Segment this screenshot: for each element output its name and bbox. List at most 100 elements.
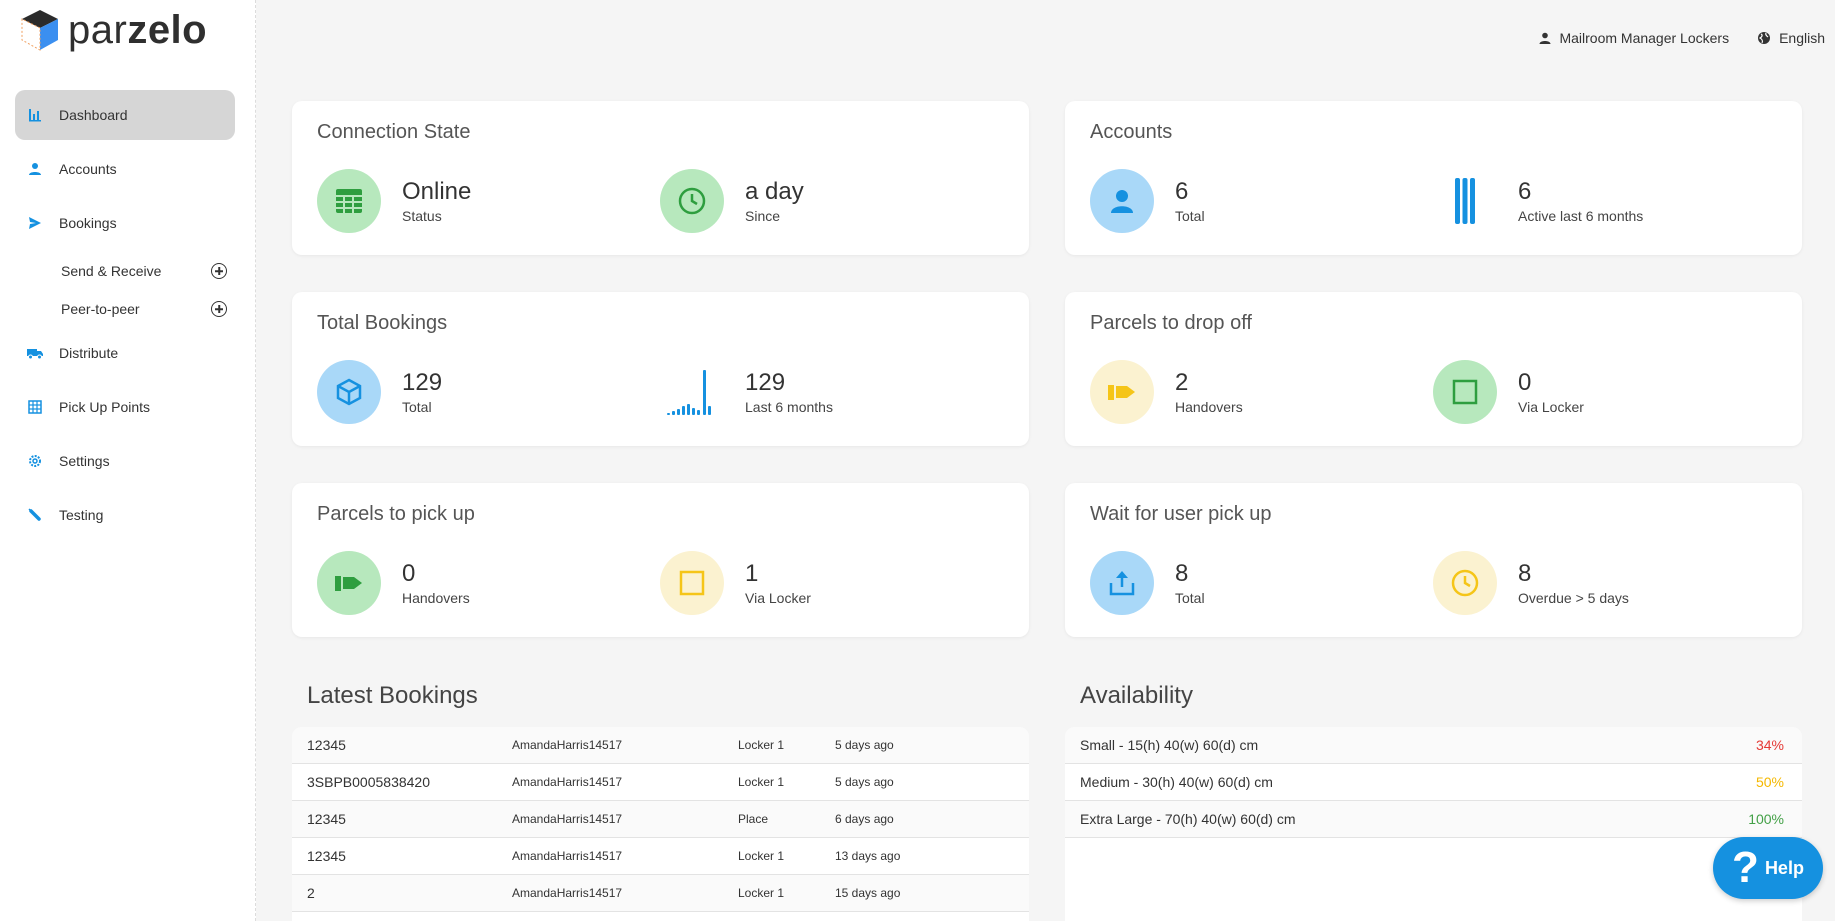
drop-off-handovers-label: Handovers	[1175, 399, 1243, 415]
accounts-total-stat: 6 Total	[1090, 169, 1205, 233]
sidebar-item-distribute[interactable]: Distribute	[15, 328, 235, 378]
sidebar-item-label: Pick Up Points	[59, 399, 151, 415]
table-row[interactable]: 12345 AmandaHarris14517 Locker 1 13 days…	[292, 838, 1029, 875]
status-label: Status	[402, 208, 442, 224]
sidebar-item-pick-up-points[interactable]: Pick Up Points	[15, 382, 235, 432]
wait-pickup-card: Wait for user pick up 8 Total 8 Overdue …	[1065, 483, 1802, 637]
hand-over-icon	[1090, 360, 1154, 424]
table-row[interactable]: 2 AmandaHarris14517 Locker 1 15 days ago	[292, 875, 1029, 912]
person-icon	[1539, 32, 1551, 44]
vertical-bars-icon	[1433, 169, 1497, 233]
pick-up-handovers-stat: 0 Handovers	[317, 551, 470, 615]
sidebar-item-label: Accounts	[59, 161, 117, 177]
booking-place: Place	[738, 812, 769, 826]
hand-over-icon	[317, 551, 381, 615]
accounts-total-label: Total	[1175, 208, 1205, 224]
bookings-total-value: 129	[402, 369, 443, 396]
sidebar-subitem-send-receive[interactable]: Send & Receive	[15, 252, 235, 290]
bookings-6m-stat: 129 Last 6 months	[660, 360, 833, 424]
clock-icon	[1433, 551, 1497, 615]
card-title: Parcels to pick up	[317, 503, 475, 525]
sparkline-icon	[660, 360, 724, 424]
sidebar-item-dashboard[interactable]: Dashboard	[15, 90, 235, 140]
sidebar-subitem-label: Send & Receive	[61, 263, 162, 279]
wait-overdue-label: Overdue > 5 days	[1518, 590, 1629, 606]
table-icon	[317, 169, 381, 233]
sidebar-item-label: Distribute	[59, 345, 119, 361]
wait-total-stat: 8 Total	[1090, 551, 1205, 615]
latest-bookings-title: Latest Bookings	[307, 682, 478, 709]
booking-place: Locker 1	[738, 886, 785, 900]
availability-size: Medium - 30(h) 40(w) 60(d) cm	[1080, 774, 1273, 790]
wait-overdue-stat: 8 Overdue > 5 days	[1433, 551, 1629, 615]
booking-user: AmandaHarris14517	[512, 775, 623, 789]
status-value: Online	[402, 178, 472, 205]
drop-off-locker-label: Via Locker	[1518, 399, 1584, 415]
booking-time: 15 days ago	[835, 886, 901, 900]
table-row[interactable]: 12345 AmandaHarris14517 Place 6 days ago	[292, 801, 1029, 838]
connection-state-card: Connection State Online Status a day Sin…	[292, 101, 1029, 255]
upload-icon	[1090, 551, 1154, 615]
booking-id: 3SBPB0005838420	[307, 774, 430, 790]
question-mark-icon: ?	[1732, 843, 1759, 892]
bookings-6m-value: 129	[745, 369, 786, 396]
booking-time: 5 days ago	[835, 738, 894, 752]
sidebar-subitem-peer-to-peer[interactable]: Peer-to-peer	[15, 290, 235, 328]
booking-user: AmandaHarris14517	[512, 886, 623, 900]
booking-time: 13 days ago	[835, 849, 901, 863]
help-button[interactable]: ? Help	[1713, 837, 1823, 899]
pick-up-handovers-value: 0	[402, 560, 416, 587]
sidebar-item-bookings[interactable]: Bookings	[15, 198, 235, 248]
language-selector[interactable]: English	[1757, 30, 1825, 46]
sidebar-item-settings[interactable]: Settings	[15, 436, 235, 486]
parzelo-logo[interactable]: parzelo	[20, 8, 207, 52]
locker-square-icon	[660, 551, 724, 615]
since-value: a day	[745, 178, 804, 205]
availability-title: Availability	[1080, 682, 1193, 709]
help-label: Help	[1764, 857, 1804, 878]
drop-off-card: Parcels to drop off 2 Handovers 0 Via Lo…	[1065, 292, 1802, 446]
availability-percent: 34%	[1755, 737, 1784, 753]
availability-size: Small - 15(h) 40(w) 60(d) cm	[1080, 737, 1259, 753]
gear-icon	[27, 453, 43, 469]
booking-id: 2	[307, 885, 315, 901]
status-stat: Online Status	[317, 169, 471, 233]
availability-percent: 50%	[1755, 774, 1784, 790]
booking-id: 12345	[307, 737, 346, 753]
availability-row: Small - 15(h) 40(w) 60(d) cm 34%	[1065, 727, 1802, 764]
language-label: English	[1779, 30, 1825, 46]
since-stat: a day Since	[660, 169, 804, 233]
card-title: Total Bookings	[317, 312, 448, 334]
add-circle-icon[interactable]	[211, 263, 227, 279]
sidebar-item-label: Testing	[59, 507, 104, 523]
pick-up-locker-label: Via Locker	[745, 590, 811, 606]
booking-id: 12345	[307, 811, 346, 827]
card-title: Accounts	[1090, 121, 1173, 143]
booking-user: AmandaHarris14517	[512, 738, 623, 752]
card-title: Wait for user pick up	[1090, 503, 1272, 525]
sidebar: parzelo Dashboard Accounts Bookings Send…	[0, 0, 256, 921]
table-row[interactable]: 3SBPB0005838420 AmandaHarris14517 Locker…	[292, 764, 1029, 801]
latest-bookings-table: 12345 AmandaHarris14517 Locker 1 5 days …	[292, 727, 1029, 921]
accounts-total-value: 6	[1175, 178, 1189, 205]
table-row[interactable]: 12345 AmandaHarris14517 Locker 1 5 days …	[292, 727, 1029, 764]
logo-wordmark: parzelo	[68, 8, 208, 52]
bookings-total-stat: 129 Total	[317, 360, 442, 424]
availability-size: Extra Large - 70(h) 40(w) 60(d) cm	[1080, 811, 1296, 827]
top-bar: Mailroom Manager Lockers English	[1539, 30, 1825, 46]
bar-chart-icon	[27, 107, 43, 123]
accounts-active-label: Active last 6 months	[1518, 208, 1644, 224]
drop-off-locker-value: 0	[1518, 369, 1532, 396]
user-menu[interactable]: Mailroom Manager Lockers	[1539, 30, 1729, 46]
accounts-card: Accounts 6 Total 6 Active last 6 months	[1065, 101, 1802, 255]
pick-up-locker-stat: 1 Via Locker	[660, 551, 811, 615]
availability-row: Medium - 30(h) 40(w) 60(d) cm 50%	[1065, 764, 1802, 801]
sidebar-nav: Dashboard Accounts Bookings Send & Recei…	[15, 90, 235, 544]
pick-up-handovers-label: Handovers	[402, 590, 470, 606]
accounts-active-value: 6	[1518, 178, 1532, 205]
sidebar-item-testing[interactable]: Testing	[15, 490, 235, 540]
sidebar-item-accounts[interactable]: Accounts	[15, 144, 235, 194]
availability-table: Small - 15(h) 40(w) 60(d) cm 34% Medium …	[1065, 727, 1802, 921]
add-circle-icon[interactable]	[211, 301, 227, 317]
booking-user: AmandaHarris14517	[512, 812, 623, 826]
